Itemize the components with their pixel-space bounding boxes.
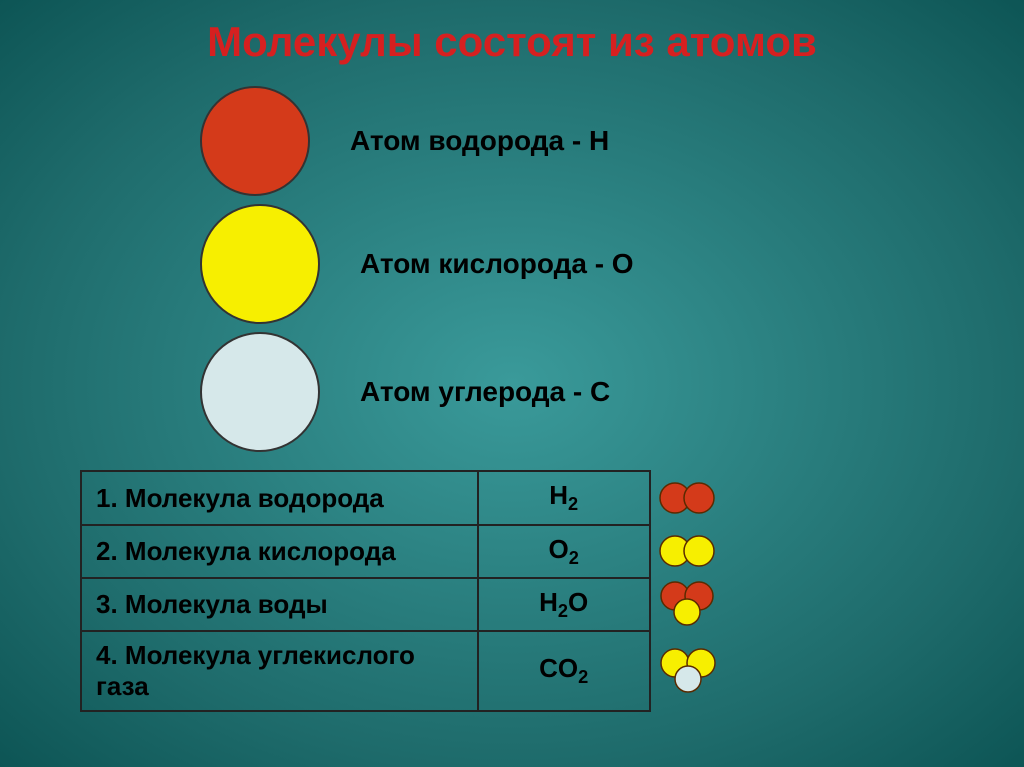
atom-circle: [674, 599, 700, 625]
legend-label: Атом углерода - С: [360, 376, 610, 408]
table-row: 4. Молекула углекислого газаCO2: [81, 631, 943, 711]
molecule-name-cell: 2. Молекула кислорода: [81, 525, 478, 578]
molecule-diagram: [657, 476, 727, 520]
molecule-name-cell: 3. Молекула воды: [81, 578, 478, 631]
table-row: 2. Молекула кислородаO2: [81, 525, 943, 578]
molecule-formula-cell: CO2: [478, 631, 650, 711]
legend-row: Атом водорода - Н: [200, 86, 1024, 196]
legend-atom-circle: [200, 86, 310, 196]
atom-circle: [684, 536, 714, 566]
legend-atom-circle: [200, 204, 320, 324]
molecule-diagram-cell: [650, 578, 943, 631]
legend-label: Атом водорода - Н: [350, 125, 609, 157]
atom-circle: [684, 483, 714, 513]
table-row: 1. Молекула водородаH2: [81, 471, 943, 524]
molecule-diagram: [657, 529, 727, 573]
atom-legend: Атом водорода - Н Атом кислорода - О Атом …: [200, 86, 1024, 452]
atom-circle: [675, 666, 701, 692]
molecule-table: 1. Молекула водородаH22. Молекула кислор…: [80, 470, 944, 712]
legend-row: Атом углерода - С: [200, 332, 1024, 452]
molecule-formula-cell: O2: [478, 525, 650, 578]
molecule-diagram: [657, 580, 727, 628]
molecule-diagram: [657, 647, 727, 695]
molecule-name-cell: 1. Молекула водорода: [81, 471, 478, 524]
page-title: Молекулы состоят из атомов: [0, 0, 1024, 66]
table-row: 3. Молекула водыH2O: [81, 578, 943, 631]
molecule-diagram-cell: [650, 471, 943, 524]
legend-label: Атом кислорода - О: [360, 248, 634, 280]
legend-atom-circle: [200, 332, 320, 452]
molecule-formula-cell: H2: [478, 471, 650, 524]
molecule-diagram-cell: [650, 631, 943, 711]
molecule-formula-cell: H2O: [478, 578, 650, 631]
molecule-diagram-cell: [650, 525, 943, 578]
legend-row: Атом кислорода - О: [200, 204, 1024, 324]
molecule-table-wrap: 1. Молекула водородаH22. Молекула кислор…: [80, 470, 944, 712]
molecule-name-cell: 4. Молекула углекислого газа: [81, 631, 478, 711]
